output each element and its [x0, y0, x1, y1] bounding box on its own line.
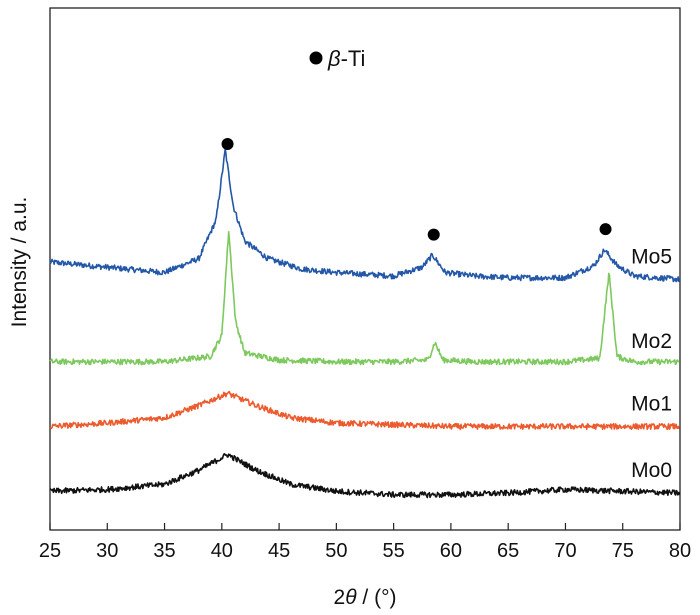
peak-marker-1	[221, 138, 234, 150]
series-line-mo2	[49, 231, 680, 366]
legend-label: β-Ti	[327, 46, 365, 71]
x-axis-title-prefix: 2	[334, 586, 346, 609]
series-label-mo5: Mo5	[631, 246, 672, 269]
legend-beta-symbol: β	[327, 46, 341, 71]
x-tick-label-30: 30	[96, 540, 118, 562]
series-line-mo0	[49, 453, 681, 499]
x-tick-label-70: 70	[554, 540, 576, 562]
x-tick-label-45: 45	[268, 540, 290, 562]
series-label-mo2: Mo2	[631, 330, 672, 353]
series-line-mo5	[49, 148, 681, 283]
series-label-mo1: Mo1	[631, 393, 672, 416]
x-axis-title: 2θ / (°)	[334, 586, 397, 609]
legend-text: -Ti	[341, 46, 366, 71]
y-axis-title: Intensity / a.u.	[8, 197, 31, 328]
peak-marker-3	[599, 223, 612, 236]
x-tick-label-75: 75	[612, 540, 634, 562]
x-tick-label-65: 65	[497, 540, 519, 562]
series-layer	[49, 148, 681, 499]
legend: β-Ti	[309, 46, 365, 71]
x-tick-label-80: 80	[669, 540, 691, 562]
peak-marker-2	[427, 228, 440, 241]
x-tick-label-50: 50	[325, 540, 347, 562]
x-tick-label-40: 40	[211, 540, 233, 562]
x-axis-title-symbol: θ	[345, 586, 357, 609]
x-axis-title-suffix: / (°)	[357, 586, 397, 609]
x-tick-label-25: 25	[39, 540, 61, 562]
peak-marker-layer	[221, 138, 612, 241]
legend-marker-icon	[309, 51, 323, 65]
x-axis-ticks: 25 30 35 40 45 50 55 60 65 70 75 80	[39, 523, 691, 562]
x-tick-label-60: 60	[440, 540, 462, 562]
series-label-mo0: Mo0	[631, 459, 672, 482]
x-tick-label-35: 35	[153, 540, 175, 562]
x-tick-label-55: 55	[383, 540, 405, 562]
series-line-mo1	[49, 390, 680, 431]
series-label-layer: Mo5 Mo2 Mo1 Mo0	[631, 246, 672, 483]
plot-frame	[49, 7, 681, 531]
